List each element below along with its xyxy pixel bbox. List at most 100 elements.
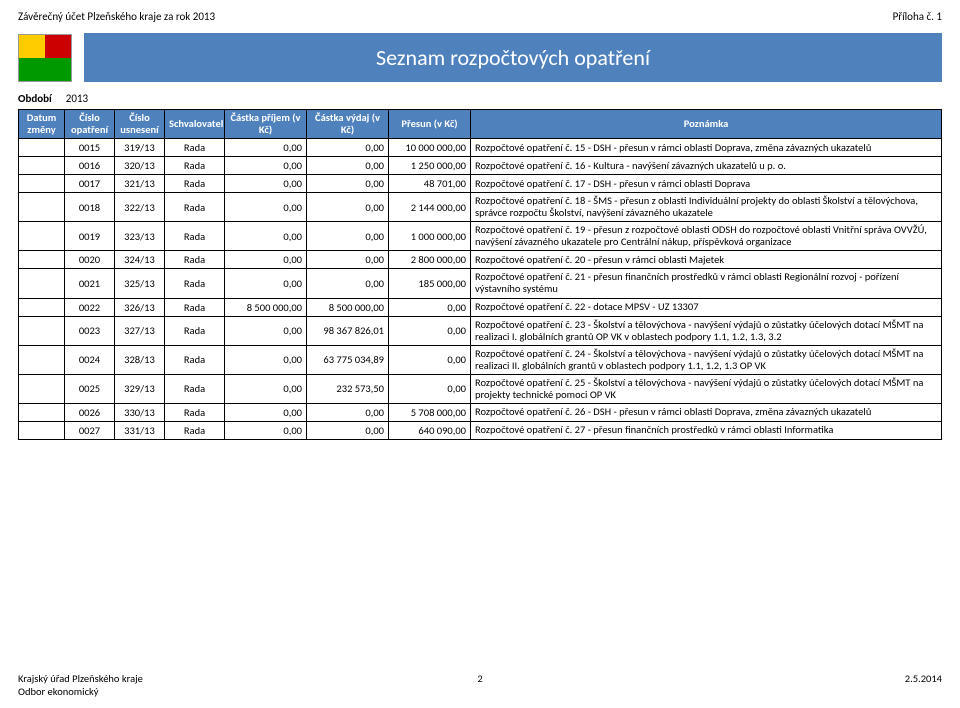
table-row: 0025329/13Rada0,00232 573,500,00Rozpočto… xyxy=(19,374,942,403)
table-cell: 0027 xyxy=(65,421,115,439)
table-cell: Rada xyxy=(165,222,225,251)
table-cell: 330/13 xyxy=(115,403,165,421)
table-cell: 0,00 xyxy=(307,175,389,193)
table-cell xyxy=(19,193,65,222)
page-title: Seznam rozpočtových opatření xyxy=(84,33,942,82)
footer-dept: Odbor ekonomický xyxy=(18,685,143,698)
table-cell: 0019 xyxy=(65,222,115,251)
table-row: 0020324/13Rada0,000,002 800 000,00Rozpoč… xyxy=(19,251,942,269)
table-cell: 0,00 xyxy=(307,403,389,421)
table-cell: 0021 xyxy=(65,269,115,298)
table-cell xyxy=(19,251,65,269)
table-cell: 0022 xyxy=(65,298,115,316)
table-cell: Rada xyxy=(165,403,225,421)
table-cell: 0,00 xyxy=(389,374,471,403)
table-cell: 0,00 xyxy=(307,421,389,439)
table-cell: 185 000,00 xyxy=(389,269,471,298)
table-cell xyxy=(19,175,65,193)
table-cell xyxy=(19,345,65,374)
table-note-cell: Rozpočtové opatření č. 26 - DSH - přesun… xyxy=(471,403,942,421)
table-cell: 0,00 xyxy=(307,222,389,251)
table-cell: 0018 xyxy=(65,193,115,222)
period-meta: Období 2013 xyxy=(0,92,960,109)
table-header-row: Datum změnyČíslo opatřeníČíslo usneseníS… xyxy=(19,110,942,139)
table-cell: 0,00 xyxy=(225,175,307,193)
table-cell xyxy=(19,374,65,403)
table-cell: 0,00 xyxy=(225,345,307,374)
table-cell: 48 701,00 xyxy=(389,175,471,193)
table-cell xyxy=(19,222,65,251)
table-cell: 0020 xyxy=(65,251,115,269)
table-header-cell: Schvalovatel xyxy=(165,110,225,139)
table-cell: 2 144 000,00 xyxy=(389,193,471,222)
table-note-cell: Rozpočtové opatření č. 27 - přesun finan… xyxy=(471,421,942,439)
table-header-cell: Číslo opatření xyxy=(65,110,115,139)
table-cell: 0016 xyxy=(65,157,115,175)
table-cell: 329/13 xyxy=(115,374,165,403)
table-note-cell: Rozpočtové opatření č. 17 - DSH - přesun… xyxy=(471,175,942,193)
table-cell: 0,00 xyxy=(307,251,389,269)
table-row: 0019323/13Rada0,000,001 000 000,00Rozpoč… xyxy=(19,222,942,251)
table-cell: 0,00 xyxy=(307,157,389,175)
table-cell: 0,00 xyxy=(225,139,307,157)
table-cell xyxy=(19,269,65,298)
table-cell: Rada xyxy=(165,193,225,222)
table-note-cell: Rozpočtové opatření č. 25 - Školství a t… xyxy=(471,374,942,403)
table-cell: 320/13 xyxy=(115,157,165,175)
table-row: 0027331/13Rada0,000,00640 090,00Rozpočto… xyxy=(19,421,942,439)
table-cell: 0,00 xyxy=(389,316,471,345)
table-cell: 63 775 034,89 xyxy=(307,345,389,374)
table-cell: 0026 xyxy=(65,403,115,421)
table-cell: 0,00 xyxy=(307,269,389,298)
table-cell: 322/13 xyxy=(115,193,165,222)
table-cell: 0024 xyxy=(65,345,115,374)
table-row: 0018322/13Rada0,000,002 144 000,00Rozpoč… xyxy=(19,193,942,222)
table-cell: 0,00 xyxy=(225,403,307,421)
table-cell: 325/13 xyxy=(115,269,165,298)
table-row: 0016320/13Rada0,000,001 250 000,00Rozpoč… xyxy=(19,157,942,175)
table-cell: 0,00 xyxy=(225,374,307,403)
table-cell: 8 500 000,00 xyxy=(225,298,307,316)
footer-page: 2 xyxy=(477,672,482,685)
table-cell: 0023 xyxy=(65,316,115,345)
table-cell: 0,00 xyxy=(307,139,389,157)
table-cell: 8 500 000,00 xyxy=(307,298,389,316)
table-note-cell: Rozpočtové opatření č. 24 - Školství a t… xyxy=(471,345,942,374)
table-cell: 0,00 xyxy=(225,222,307,251)
footer-date: 2.5.2014 xyxy=(905,672,942,698)
table-cell: Rada xyxy=(165,139,225,157)
table-cell: 10 000 000,00 xyxy=(389,139,471,157)
table-cell: 324/13 xyxy=(115,251,165,269)
table-cell: 0015 xyxy=(65,139,115,157)
table-row: 0017321/13Rada0,000,0048 701,00Rozpočtov… xyxy=(19,175,942,193)
table-cell xyxy=(19,298,65,316)
table-note-cell: Rozpočtové opatření č. 16 - Kultura - na… xyxy=(471,157,942,175)
table-cell xyxy=(19,403,65,421)
table-header-cell: Číslo usnesení xyxy=(115,110,165,139)
table-cell: 0,00 xyxy=(389,298,471,316)
table-note-cell: Rozpočtové opatření č. 21 - přesun finan… xyxy=(471,269,942,298)
table-cell: 323/13 xyxy=(115,222,165,251)
table-cell: Rada xyxy=(165,345,225,374)
table-row: 0024328/13Rada0,0063 775 034,890,00Rozpo… xyxy=(19,345,942,374)
table-cell: 0,00 xyxy=(225,316,307,345)
table-note-cell: Rozpočtové opatření č. 19 - přesun z roz… xyxy=(471,222,942,251)
table-cell: 331/13 xyxy=(115,421,165,439)
table-row: 0015319/13Rada0,000,0010 000 000,00Rozpo… xyxy=(19,139,942,157)
table-header-cell: Částka příjem (v Kč) xyxy=(225,110,307,139)
table-cell: Rada xyxy=(165,175,225,193)
table-header-cell: Poznámka xyxy=(471,110,942,139)
table-cell: Rada xyxy=(165,374,225,403)
table-cell xyxy=(19,316,65,345)
table-cell: 2 800 000,00 xyxy=(389,251,471,269)
table-row: 0022326/13Rada8 500 000,008 500 000,000,… xyxy=(19,298,942,316)
table-note-cell: Rozpočtové opatření č. 23 - Školství a t… xyxy=(471,316,942,345)
table-cell xyxy=(19,421,65,439)
table-header-cell: Přesun (v Kč) xyxy=(389,110,471,139)
table-note-cell: Rozpočtové opatření č. 22 - dotace MPSV … xyxy=(471,298,942,316)
table-cell: Rada xyxy=(165,157,225,175)
table-cell: 0,00 xyxy=(225,269,307,298)
table-cell: Rada xyxy=(165,316,225,345)
table-row: 0026330/13Rada0,000,005 708 000,00Rozpoč… xyxy=(19,403,942,421)
table-header-cell: Částka výdaj (v Kč) xyxy=(307,110,389,139)
